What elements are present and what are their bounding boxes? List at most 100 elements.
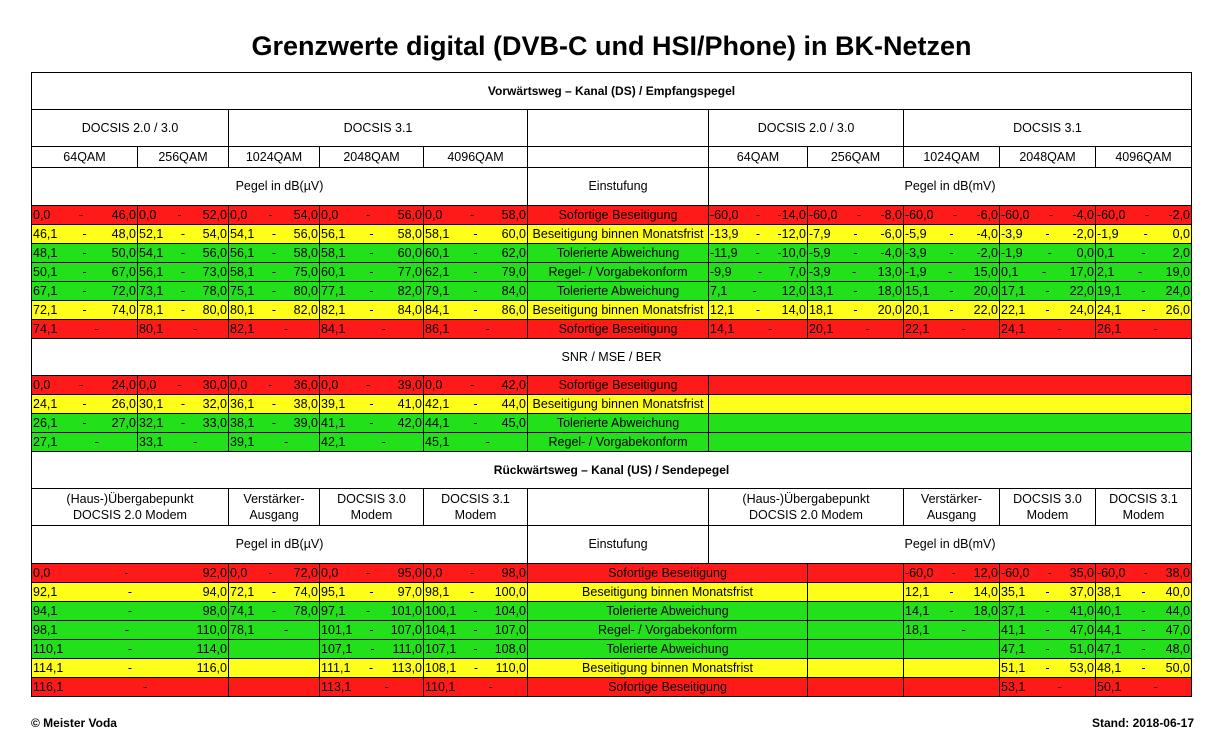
range-from: 0,0	[321, 565, 339, 580]
range-dash: -	[271, 415, 277, 430]
qam-4096-uv: 4096QAM	[423, 146, 528, 168]
us-rows-row: 98,1-110,0 78,1-101,1-107,0 104,1-107,0 Reg…	[31, 620, 1192, 640]
range-to: 82,0	[293, 302, 318, 317]
range-from: 75,1	[230, 283, 255, 298]
qam-64-uv: 64QAM	[31, 146, 138, 168]
limits-table-body: Vorwärtsweg – Kanal (DS) / Empfangspegel…	[31, 72, 1192, 697]
range: 56,1 - 73,0	[139, 264, 228, 281]
range-from: 32,1	[139, 415, 164, 430]
range-from: -9,9	[710, 264, 732, 279]
classification-label: Regel- / Vorgabekonform	[527, 262, 709, 282]
value-cell: 24,1 - 26,0	[1095, 300, 1192, 320]
range: 79,1 - 84,0	[425, 283, 527, 300]
value-cell: 24,1 - 26,0	[31, 394, 138, 414]
range-dash: -	[369, 622, 374, 637]
range-to: 41,0	[397, 396, 422, 411]
range: 54,1 - 56,0	[139, 245, 228, 262]
value-cell: -3,9 - 13,0	[807, 262, 904, 282]
range-from: 30,1	[139, 396, 164, 411]
range-dash: -	[1141, 302, 1146, 317]
range: 22,1 -	[905, 321, 999, 338]
range: 40,1 - 44,0	[1097, 603, 1191, 620]
range-from: 46,1	[33, 226, 58, 241]
value-cell: 107,1 - 111,0	[319, 639, 424, 659]
ds-group-docsis30-uv: DOCSIS 2.0 / 3.0	[31, 109, 229, 147]
range-to: 53,0	[1069, 660, 1094, 675]
range-from: -60,0	[809, 207, 838, 222]
range-to: 14,0	[781, 302, 806, 317]
range: 0,0 - 72,0	[230, 565, 319, 582]
range: 14,1 -	[710, 321, 807, 338]
range: 108,1 - 110,0	[425, 660, 527, 677]
range-dash: -	[961, 321, 966, 336]
snr-section-title: SNR / MSE / BER	[31, 338, 1192, 376]
range-to: 114,0	[196, 641, 227, 656]
range-dash: -	[473, 603, 478, 618]
value-cell: -60,0 - 12,0	[903, 563, 1000, 583]
range-dash: -	[473, 283, 478, 298]
classification-label: Beseitigung binnen Monatsfrist	[527, 300, 709, 320]
range: 0,0 - 98,0	[425, 565, 527, 582]
range-from: 35,1	[1001, 584, 1026, 599]
range: 46,1 - 48,0	[33, 226, 137, 243]
value-cell: 18,1 -	[903, 620, 1000, 640]
value-cell: 72,1 - 74,0	[228, 582, 320, 602]
value-cell: 58,1 - 60,0	[319, 243, 424, 263]
range-from: -1,9	[1097, 226, 1119, 241]
value-cell	[807, 563, 904, 583]
classification-label: Sofortige Beseitigung	[527, 375, 709, 395]
range-from: 18,1	[905, 622, 930, 637]
range: 44,1 - 47,0	[1097, 622, 1191, 639]
range-dash: -	[180, 302, 186, 317]
range-to: 44,0	[501, 396, 526, 411]
us-header-docsis30-uv: DOCSIS 3.0 Modem	[319, 488, 424, 526]
range-from: 108,1	[425, 660, 457, 675]
range: 58,1 - 60,0	[425, 226, 527, 243]
us-header-uebergabepunkt-uv: (Haus-)Übergabepunkt DOCSIS 2.0 Modem	[31, 488, 229, 526]
range: 72,1 - 74,0	[33, 302, 137, 319]
range: 77,1 - 82,0	[321, 283, 423, 300]
range: 74,1 -	[33, 321, 137, 338]
range-from: 54,1	[139, 245, 164, 260]
range-dash: -	[473, 226, 478, 241]
range-from: 47,1	[1097, 641, 1122, 656]
value-cell	[903, 677, 1000, 697]
range: 45,1 -	[425, 434, 527, 451]
fill-cell	[708, 394, 1192, 414]
range-dash: -	[143, 679, 148, 694]
range-from: 24,1	[1001, 321, 1026, 336]
range: 36,1 - 38,0	[230, 396, 319, 413]
range-to: 47,0	[1165, 622, 1190, 637]
range: 18,1 -	[905, 622, 999, 639]
range-from: 20,1	[809, 321, 834, 336]
value-cell: 0,0 - 56,0	[319, 205, 424, 225]
range-from: 13,1	[809, 283, 834, 298]
us-header-line2: Modem	[350, 508, 393, 522]
range-to: 107,0	[390, 622, 422, 637]
range-dash: -	[1045, 660, 1050, 675]
range-from: 116,1	[33, 679, 64, 694]
range-dash: -	[469, 565, 475, 580]
range-from: 78,1	[139, 302, 164, 317]
range-to: 42,0	[501, 377, 526, 392]
value-cell: 39,1 -	[228, 432, 320, 452]
value-cell: 41,1 - 47,0	[999, 620, 1096, 640]
value-cell: -60,0 - -4,0	[999, 205, 1096, 225]
range-dash: -	[177, 207, 182, 222]
range: -13,9 - -12,0	[710, 226, 807, 243]
range: 41,1 - 47,0	[1001, 622, 1095, 639]
value-cell: -60,0 - -6,0	[903, 205, 1000, 225]
range-dash: -	[949, 226, 954, 241]
range-from: -60,0	[1097, 565, 1126, 580]
range-dash: -	[180, 283, 186, 298]
range-dash: -	[1137, 264, 1143, 279]
range-from: 67,1	[33, 283, 58, 298]
range-to: 46,0	[111, 207, 136, 222]
range-to: 84,0	[397, 302, 422, 317]
range-dash: -	[469, 207, 475, 222]
range-to: 24,0	[1069, 302, 1094, 317]
range-dash: -	[1045, 283, 1050, 298]
range: 0,1 - 2,0	[1097, 245, 1191, 262]
value-cell: 13,1 - 18,0	[807, 281, 904, 301]
range-to: 52,0	[202, 207, 227, 222]
